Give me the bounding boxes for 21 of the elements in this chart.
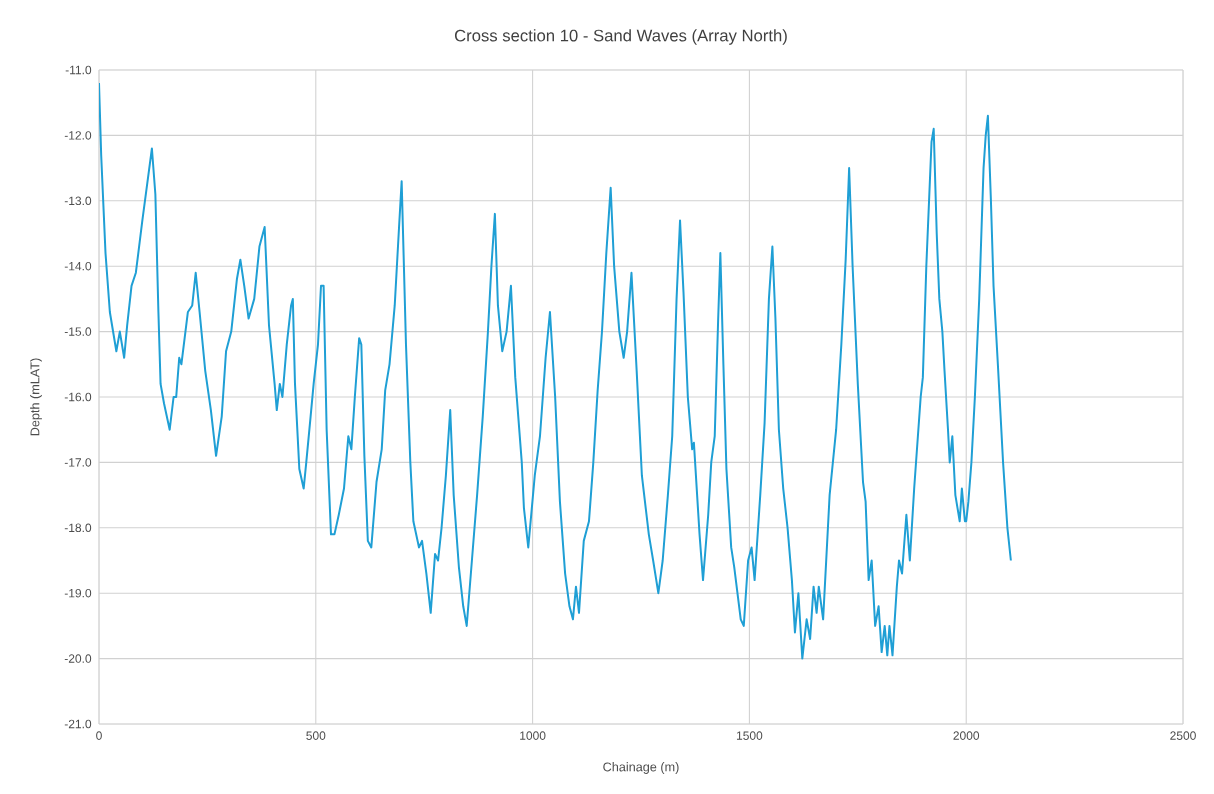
x-tick-label: 0 bbox=[96, 731, 102, 740]
x-tick-label: 500 bbox=[306, 731, 326, 740]
y-tick-label: -15.0 bbox=[64, 327, 92, 336]
y-tick-label: -13.0 bbox=[64, 196, 92, 206]
y-tick-label: -19.0 bbox=[64, 588, 92, 598]
chart-title: Cross section 10 - Sand Waves (Array North) bbox=[454, 29, 787, 45]
y-tick-label: -12.0 bbox=[64, 131, 92, 140]
x-tick-label: 2500 bbox=[1170, 731, 1196, 740]
y-tick-label: -20.0 bbox=[64, 654, 92, 663]
y-tick-label: -17.0 bbox=[64, 458, 92, 467]
y-tick-label: -14.0 bbox=[64, 261, 92, 271]
x-axis-title: Chainage (m) bbox=[603, 762, 679, 774]
y-tick-label: -11.0 bbox=[65, 65, 92, 75]
y-tick-label: -21.0 bbox=[64, 719, 92, 729]
x-tick-label: 1000 bbox=[520, 731, 546, 740]
y-tick-label: -16.0 bbox=[64, 392, 92, 402]
x-tick-label: 2000 bbox=[953, 731, 980, 740]
line-series bbox=[99, 82, 1012, 660]
y-tick-label: -18.0 bbox=[64, 523, 92, 533]
y-axis-title: Depth (mLAT) bbox=[30, 358, 42, 436]
x-tick-label: 1500 bbox=[736, 731, 763, 740]
